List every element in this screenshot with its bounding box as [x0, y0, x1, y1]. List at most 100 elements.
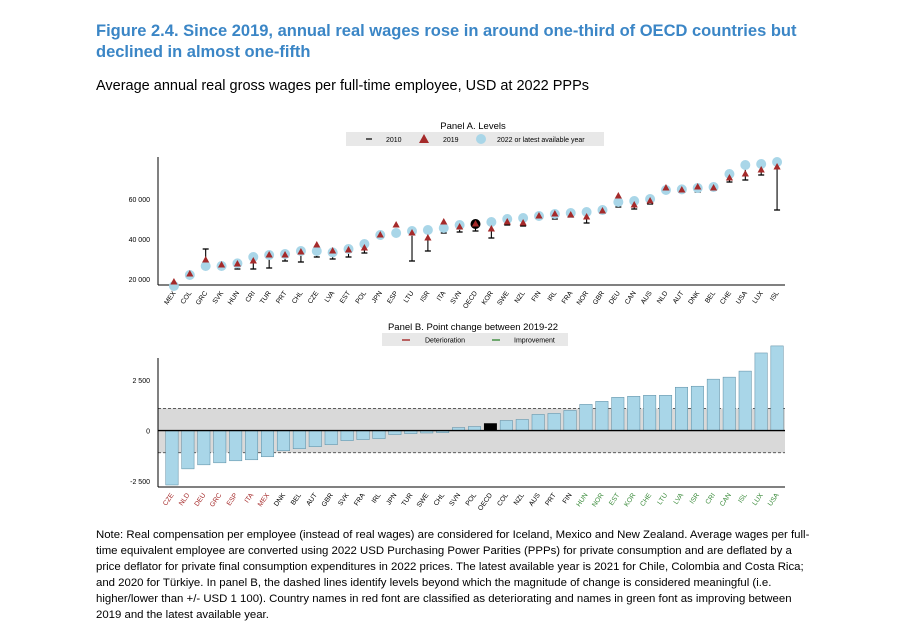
panel-b-bar [292, 430, 306, 449]
panel-a-2019-marker [614, 192, 622, 199]
panel-a-2022-point [518, 213, 529, 223]
panel-a-xtick-label: LTU [403, 290, 416, 304]
panel-a-xtick-label: LVA [324, 290, 337, 304]
legend-deterioration-label: Deterioration [425, 338, 465, 345]
panel-a-2019-marker [265, 251, 273, 258]
panel-a-2019-marker [471, 220, 480, 227]
panel-b-bar [722, 376, 736, 431]
panel-b-bar [738, 370, 752, 431]
panel-b-xtick-label: FIN [562, 492, 574, 505]
panel-b-xtick-label: NZL [513, 492, 526, 507]
panel-a-2019-marker [408, 229, 416, 236]
panel-b-bar [372, 430, 386, 439]
legend-2022-marker [476, 134, 486, 144]
panel-b-legend-box [382, 333, 568, 346]
panel-a-2019-marker [329, 247, 337, 254]
panel-b-xtick-label: CAN [719, 492, 733, 508]
panel-a-2019-marker [424, 234, 432, 241]
panel-a-2019-marker [709, 184, 718, 191]
panel-a-2019-marker [551, 210, 559, 217]
panel-a-2019-marker [186, 270, 194, 277]
panel-a-2022-point [248, 252, 259, 262]
panel-a-2019-marker [757, 166, 765, 173]
panel-b-bar [627, 396, 641, 431]
panel-b-xtick-label: OECD [477, 492, 494, 512]
panel-b-bar [261, 430, 274, 458]
panel-a-xtick-label: DEU [608, 290, 622, 306]
panel-a-2022-point [422, 225, 433, 235]
panel-b-xtick-label: LTU [656, 492, 669, 506]
panel-a-2022-point [772, 157, 783, 167]
panel-a-xtick-label: ESP [386, 290, 400, 306]
panel-b-xtick-label: GRC [209, 492, 223, 508]
panel-b-xtick-label: POL [465, 492, 479, 507]
panel-b-xtick-label: DEU [193, 492, 207, 508]
panel-b-bar [579, 404, 593, 431]
panel-a-xtick-label: LUX [752, 290, 766, 305]
panel-b-xtick-label: KOR [623, 492, 637, 508]
panel-a-2022-point [311, 246, 322, 256]
panel-a-2019-marker [487, 225, 495, 232]
panel-b-xtick-label: FRA [353, 492, 367, 508]
panel-b-bar [356, 430, 370, 440]
panel-a-2019-marker [646, 197, 654, 204]
panel-b-bar [197, 430, 211, 466]
panel-b-ytick-label: 0 [146, 429, 150, 436]
panel-a-xtick-label: ISL [769, 290, 781, 303]
figure-subtitle: Average annual real gross wages per full… [96, 78, 589, 94]
panel-a-2022-point [740, 160, 751, 170]
panel-a-2019-marker [297, 248, 305, 255]
panel-a-xtick-label: MEX [163, 290, 177, 306]
panel-b-xtick-label: JPN [385, 492, 398, 507]
panel-a-ytick-label: 20 000 [129, 277, 151, 284]
panel-a-2019-marker [456, 223, 464, 230]
panel-a-2019-marker [598, 207, 607, 214]
panel-b-bar [531, 414, 545, 431]
panel-a-title: Panel A. Levels [440, 121, 506, 132]
panel-a-xtick-label: SWE [496, 290, 511, 307]
panel-b-bar [563, 410, 577, 431]
panel-b-title: Panel B. Point change between 2019-22 [388, 322, 558, 333]
panel-a-xtick-label: CHE [719, 290, 733, 306]
panel-a-xtick-label: BEL [704, 290, 717, 305]
panel-a-xtick-label: CAN [624, 290, 638, 306]
panel-a-2022-point [391, 228, 402, 238]
panel-b-xtick-label: ISL [737, 492, 749, 505]
panel-b-bar [213, 430, 227, 464]
panel-a-xtick-label: FIN [531, 290, 543, 303]
panel-b-bar [659, 395, 673, 431]
panel-a-ytick-label: 40 000 [129, 237, 151, 244]
panel-b-bar [515, 419, 529, 431]
panel-a-2019-marker [313, 241, 321, 248]
panel-a-2022-point [613, 197, 624, 207]
panel-a-2019-marker [360, 244, 368, 251]
panel-a-xtick-label: CRI [244, 290, 257, 304]
panel-b-xtick-label: ISR [689, 492, 701, 505]
panel-b-bar [595, 401, 609, 431]
panel-b-xtick-label: SVK [337, 492, 351, 508]
panel-b-bar [754, 352, 768, 431]
panel-b-xtick-label: COL [496, 492, 510, 508]
panel-b-xtick-label: CHE [639, 492, 653, 508]
panel-a-xtick-label: IRL [547, 290, 559, 303]
panel-b-bar [770, 345, 784, 431]
panel-a-xtick-label: EST [339, 290, 352, 305]
panel-b-bar [165, 430, 179, 486]
panel-a-2019-marker [694, 183, 702, 190]
panel-a-2022-point [438, 223, 449, 233]
panel-a-xtick-label: ISR [419, 290, 431, 303]
panel-a-2019-marker [662, 184, 670, 191]
panel-a-xtick-label: FRA [561, 290, 575, 306]
panel-a-xtick-label: KOR [481, 290, 495, 306]
legend-improvement-label: Improvement [514, 338, 555, 345]
panel-b-bar [675, 386, 688, 431]
legend-2022-label: 2022 or latest available year [497, 137, 585, 144]
panel-b-ytick-label: -2 500 [130, 479, 150, 486]
panel-b-bar [706, 378, 720, 431]
figure-title: Figure 2.4. Since 2019, annual real wage… [96, 22, 797, 61]
panel-b-xtick-label: HUN [575, 492, 589, 508]
figure-note: Note: Real compensation per employee (in… [96, 529, 810, 621]
panel-a-legend-box [346, 132, 604, 146]
panel-a-2019-marker [519, 219, 527, 226]
panel-a-2019-marker [725, 174, 734, 181]
